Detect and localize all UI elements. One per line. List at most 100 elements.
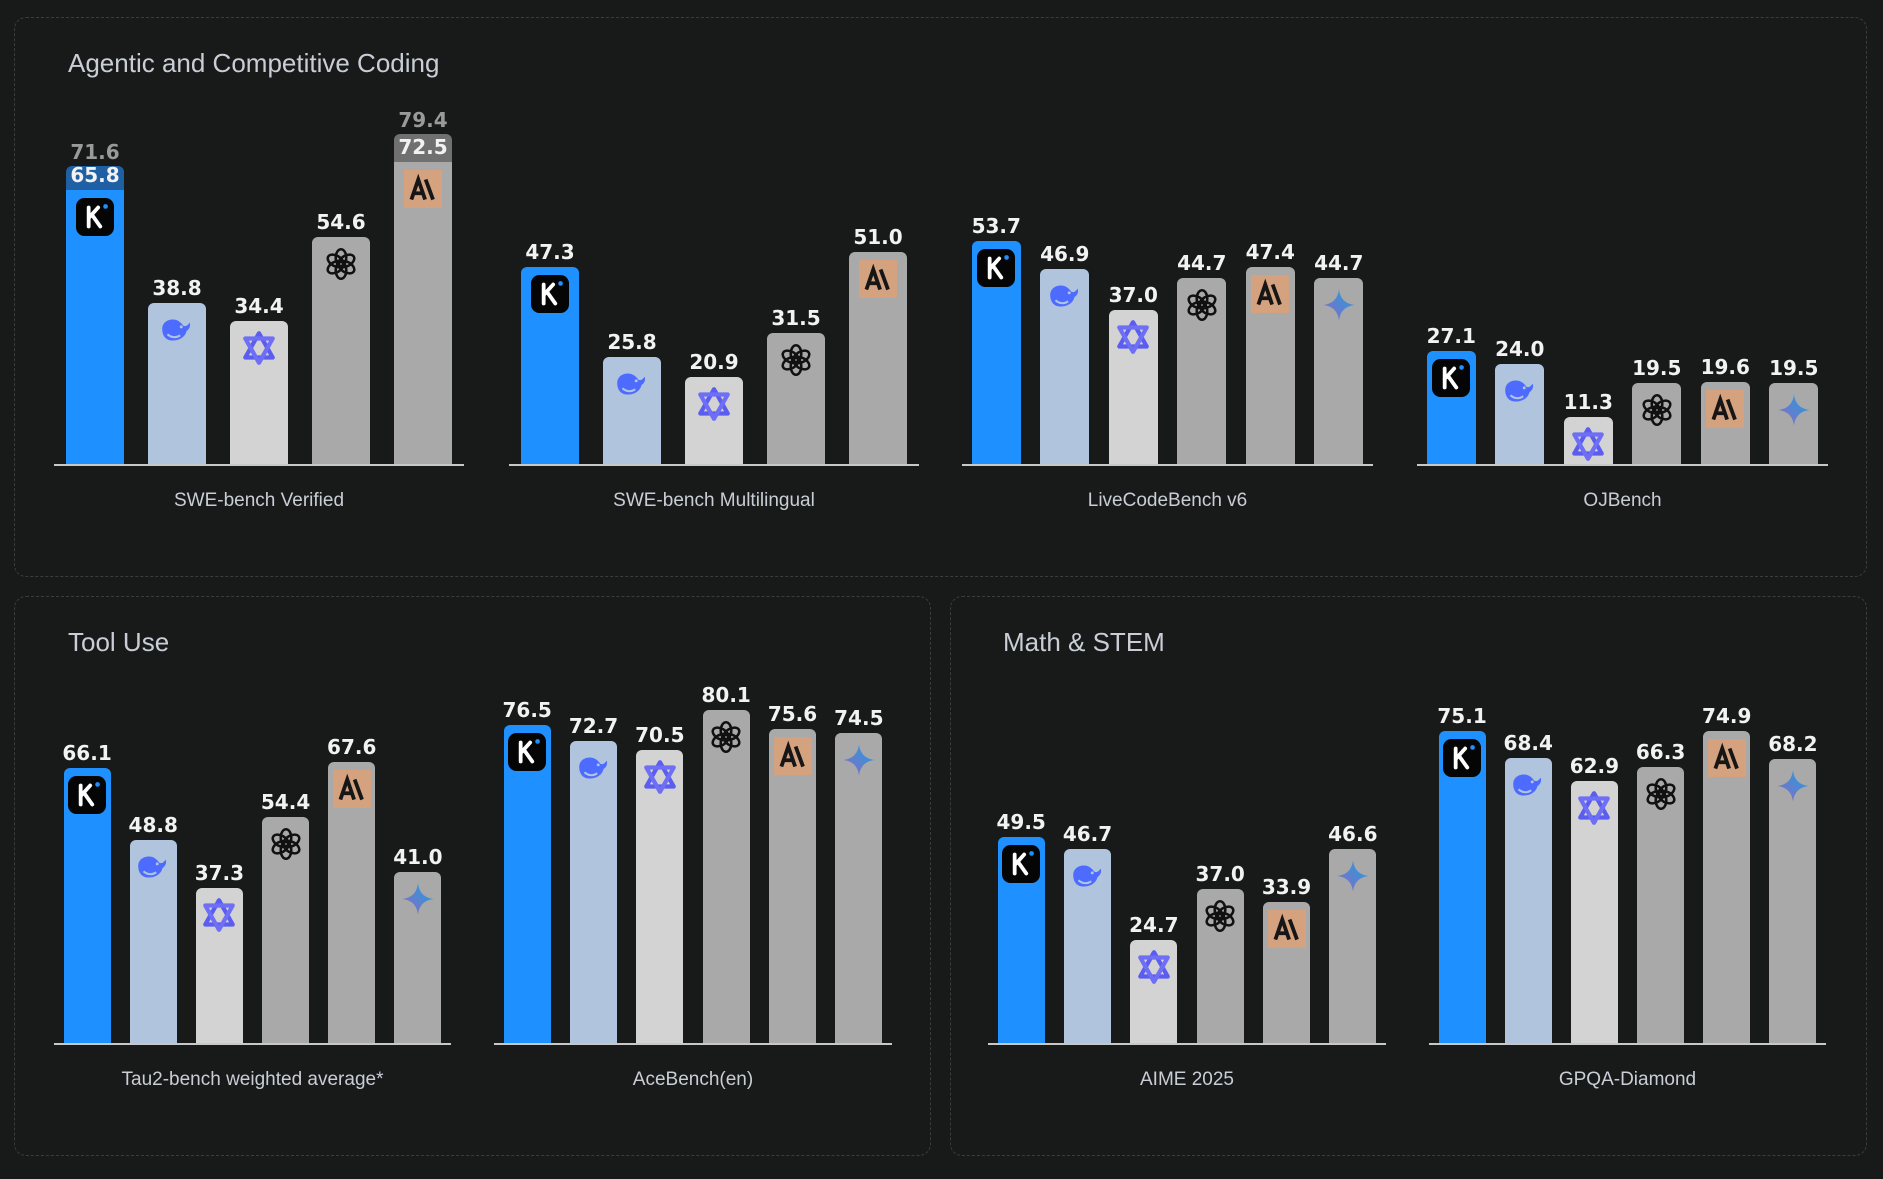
value-label: 44.7 [1177, 251, 1227, 276]
chart-gpqa-diamond: 75.1 68.4 62.9 66.3 74.9 68.2 GPQA-Diamond [1429, 585, 1826, 1090]
x-axis-line [1417, 464, 1828, 466]
gemini-icon [1320, 286, 1358, 324]
value-label: 62.9 [1569, 754, 1620, 779]
value-label: 74.5 [834, 706, 884, 731]
x-axis-label: AceBench(en) [632, 1069, 754, 1090]
qwen-icon [641, 758, 679, 796]
bar [262, 816, 310, 1043]
deepseek-icon [613, 365, 651, 403]
panel-agentic-coding: Agentic and Competitive Coding [14, 17, 1867, 577]
deepseek-icon [134, 848, 172, 886]
value-label-upper: 71.6 [70, 140, 120, 165]
anthropic-icon [1707, 739, 1746, 778]
value-label: 19.5 [1769, 355, 1819, 380]
deepseek-icon [1046, 277, 1084, 315]
qwen-icon [200, 896, 238, 934]
panel-tool-use: Tool Use [14, 596, 931, 1156]
bar [328, 761, 376, 1043]
bar [1637, 767, 1685, 1043]
x-axis-line [988, 1043, 1386, 1045]
chart-ojbench: 27.1 24.0 11.3 19.5 19.6 19.5 OJBench [1417, 6, 1828, 511]
value-label: 37.3 [194, 860, 245, 885]
openai-icon [1201, 897, 1239, 935]
x-axis-label: SWE-bench Verified [173, 490, 345, 511]
openai-icon [1642, 775, 1680, 813]
value-label: 19.6 [1700, 355, 1750, 380]
kimi-icon [68, 776, 107, 815]
value-label: 49.5 [996, 810, 1046, 835]
panel-title: Tool Use [68, 627, 170, 657]
x-axis-line [1429, 1043, 1826, 1045]
bar [835, 733, 883, 1043]
value-label: 66.3 [1635, 740, 1686, 765]
openai-icon [707, 718, 745, 756]
bar [636, 749, 684, 1043]
x-axis-label: SWE-bench Multilingual [613, 490, 815, 511]
value-label: 37.0 [1108, 283, 1158, 308]
bar [1769, 759, 1817, 1043]
value-label-upper: 79.4 [398, 107, 448, 132]
bar [503, 724, 551, 1043]
value-label: 46.6 [1328, 822, 1378, 847]
value-label: 75.1 [1437, 703, 1487, 728]
anthropic-icon [1706, 390, 1745, 429]
qwen-icon [1569, 425, 1607, 463]
value-label: 67.6 [327, 734, 377, 759]
value-label: 11.3 [1563, 390, 1613, 414]
value-label: 54.6 [316, 209, 366, 234]
openai-icon [1638, 391, 1676, 429]
qwen-icon [1575, 789, 1613, 827]
value-label: 53.7 [971, 213, 1021, 238]
value-label: 70.5 [635, 722, 685, 747]
bar [1504, 758, 1552, 1043]
value-label: 68.2 [1768, 732, 1818, 757]
bar [393, 162, 453, 464]
value-label: 31.5 [771, 305, 821, 330]
value-label: 25.8 [607, 329, 657, 354]
bar [1438, 730, 1486, 1043]
bar [229, 320, 289, 464]
panel-math-stem: Math & STEM [950, 596, 1867, 1156]
x-axis-label: AIME 2025 [1140, 1069, 1234, 1090]
value-label: 66.1 [62, 741, 112, 766]
value-label: 72.5 [398, 135, 448, 160]
panel-title: Math & STEM [1003, 627, 1165, 657]
bar [1495, 364, 1545, 464]
value-label: 75.6 [767, 701, 818, 726]
value-label: 68.4 [1503, 731, 1553, 756]
value-label: 38.8 [152, 275, 202, 300]
bar [195, 887, 243, 1043]
value-label: 27.1 [1426, 324, 1476, 349]
value-label: 80.1 [701, 682, 751, 707]
x-axis-label: LiveCodeBench v6 [1087, 490, 1248, 511]
value-label: 47.3 [525, 240, 575, 265]
gemini-icon [840, 741, 878, 779]
value-label: 54.4 [260, 789, 311, 814]
value-label: 51.0 [853, 224, 903, 249]
qwen-icon [695, 385, 733, 423]
value-label: 44.7 [1314, 251, 1364, 276]
chart-acebench: 76.5 72.7 70.5 80.1 75.6 74.5 AceBench(en) [494, 585, 892, 1090]
x-axis-label: Tau2-bench weighted average* [121, 1069, 384, 1090]
anthropic-icon [859, 259, 897, 298]
openai-icon [777, 341, 815, 379]
deepseek-icon [1509, 766, 1547, 804]
value-label: 74.9 [1702, 704, 1752, 729]
anthropic-icon [332, 769, 371, 808]
bar [768, 728, 817, 1043]
value-label: 46.7 [1062, 821, 1113, 846]
value-label: 65.8 [70, 163, 120, 188]
chart-aime-2025: 49.5 46.7 24.7 37.0 33.9 46.6 AIME 2025 [988, 585, 1386, 1090]
gemini-icon [399, 880, 437, 918]
deepseek-icon [158, 311, 196, 349]
x-axis-line [509, 464, 919, 466]
qwen-icon [1135, 948, 1173, 986]
deepseek-icon [1501, 372, 1539, 410]
value-label: 48.8 [128, 813, 178, 837]
bar [311, 236, 371, 464]
deepseek-icon [1069, 857, 1107, 895]
chart-livecodebench-v6: 53.7 46.9 37.0 44.7 47.4 44.7 LiveCodeBench v6 [962, 6, 1373, 511]
value-label: 37.0 [1195, 862, 1245, 887]
x-axis-line [962, 464, 1373, 466]
x-axis-line [54, 464, 464, 466]
